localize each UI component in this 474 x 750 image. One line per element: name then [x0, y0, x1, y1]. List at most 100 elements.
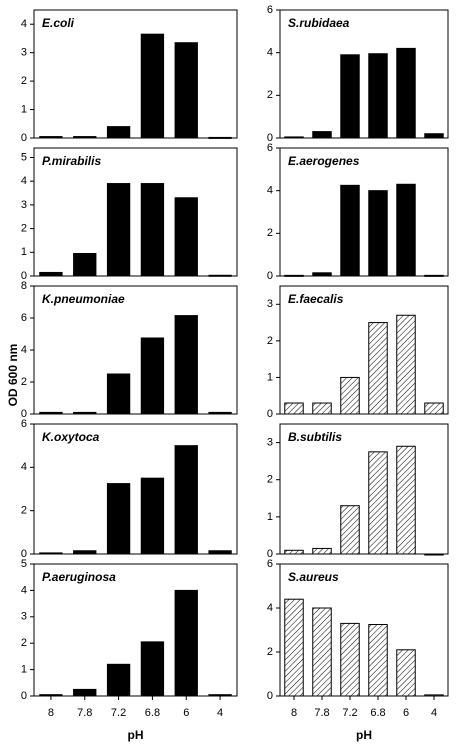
y-tick-label: 6	[21, 418, 27, 430]
bar	[106, 126, 131, 139]
bar	[106, 373, 131, 415]
bar	[140, 641, 165, 697]
bar	[39, 271, 63, 277]
x-tick-label: 6	[403, 707, 409, 719]
y-tick-label: 2	[21, 637, 27, 649]
bar	[174, 197, 198, 277]
bar	[174, 589, 198, 697]
bar	[284, 136, 304, 139]
bar	[284, 598, 304, 697]
plot-frame	[33, 147, 238, 277]
y-tick-label: 2	[267, 474, 273, 486]
y-tick-label: 0	[21, 690, 27, 702]
bar	[174, 42, 198, 139]
bar	[73, 688, 97, 697]
y-tick-label: 1	[267, 511, 273, 523]
bar	[424, 274, 444, 277]
bar	[340, 376, 360, 415]
x-tick-label: 6.8	[145, 707, 160, 719]
x-axis-label: pH	[128, 728, 144, 742]
bar	[73, 136, 97, 139]
plot-frame	[279, 285, 449, 415]
y-tick-label: 3	[21, 47, 27, 59]
y-tick-label: 2	[21, 376, 27, 388]
bar	[73, 252, 97, 277]
y-tick-label: 0	[21, 132, 27, 144]
bar	[424, 553, 444, 556]
y-tick-label: 2	[267, 227, 273, 239]
bar	[368, 190, 388, 277]
y-tick-label: 5	[21, 558, 27, 570]
bar	[312, 547, 332, 555]
bar	[368, 451, 388, 555]
plot-frame	[33, 9, 238, 139]
y-tick-label: 4	[267, 47, 273, 59]
bar	[340, 622, 360, 697]
x-tick-label: 7.2	[111, 707, 126, 719]
x-tick-label: 7.2	[342, 707, 357, 719]
bar	[174, 445, 198, 555]
panel-title: P.aeruginosa	[42, 570, 116, 584]
bar	[312, 402, 332, 415]
y-tick-label: 2	[267, 89, 273, 101]
y-tick-label: 6	[267, 4, 273, 16]
bar	[368, 624, 388, 697]
bar	[39, 552, 63, 555]
bar	[106, 663, 131, 697]
y-tick-label: 3	[21, 611, 27, 623]
bar	[39, 411, 63, 415]
bar	[106, 483, 131, 555]
y-axis-label: OD 600 nm	[6, 344, 20, 407]
y-tick-label: 2	[21, 75, 27, 87]
y-tick-label: 4	[21, 175, 27, 187]
y-tick-label: 0	[21, 270, 27, 282]
panel-title: E.aerogenes	[288, 154, 360, 168]
y-tick-label: 6	[21, 312, 27, 324]
y-tick-label: 4	[21, 344, 27, 356]
bar	[368, 53, 388, 139]
bar	[284, 274, 304, 277]
y-tick-label: 4	[267, 185, 273, 197]
x-tick-label: 7.8	[77, 707, 92, 719]
y-tick-label: 4	[21, 461, 27, 473]
x-tick-label: 7.8	[314, 707, 329, 719]
y-tick-label: 1	[267, 371, 273, 383]
bar	[208, 550, 232, 555]
y-tick-label: 3	[21, 199, 27, 211]
bar	[39, 136, 63, 139]
bar	[284, 402, 304, 415]
panel-title: S.rubidaea	[288, 16, 350, 30]
panel-title: K.pneumoniae	[42, 292, 125, 306]
y-tick-label: 0	[267, 270, 273, 282]
y-tick-label: 0	[267, 548, 273, 560]
bar	[424, 133, 444, 139]
y-tick-label: 5	[21, 151, 27, 163]
y-tick-label: 1	[21, 246, 27, 258]
y-tick-label: 6	[267, 558, 273, 570]
bar	[396, 47, 416, 139]
bar	[208, 411, 232, 415]
bar	[424, 402, 444, 415]
plot-frame	[33, 563, 238, 697]
plot-frame	[279, 423, 449, 555]
panel-title: P.mirabilis	[42, 154, 101, 168]
y-tick-label: 0	[267, 408, 273, 420]
bar	[208, 274, 232, 277]
x-tick-label: 8	[48, 707, 54, 719]
x-tick-label: 6	[183, 707, 189, 719]
bar	[340, 184, 360, 277]
y-tick-label: 2	[21, 505, 27, 517]
bar	[396, 314, 416, 415]
bar	[174, 315, 198, 415]
bar	[312, 272, 332, 277]
bar	[208, 694, 232, 697]
x-tick-label: 8	[291, 707, 297, 719]
bar	[106, 183, 131, 277]
bar	[140, 477, 165, 555]
y-tick-label: 1	[21, 664, 27, 676]
bar	[340, 54, 360, 139]
y-tick-label: 4	[21, 18, 27, 30]
plot-frame	[279, 563, 449, 697]
panel-title: E.coli	[42, 16, 75, 30]
plot-frame	[279, 9, 449, 139]
